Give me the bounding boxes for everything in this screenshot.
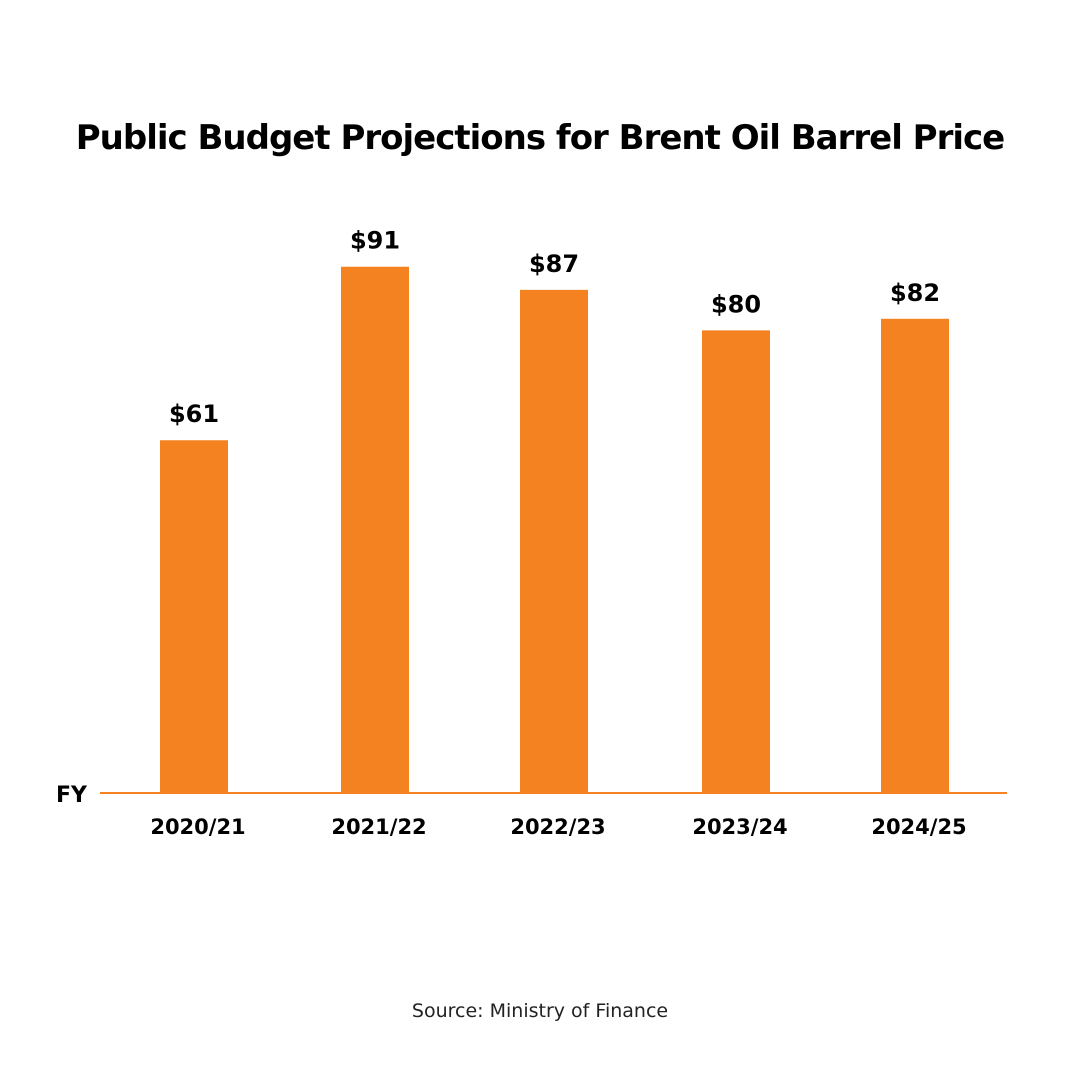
bar-2023-24 [702, 330, 770, 793]
x-axis-label: FY [56, 783, 88, 808]
x-tick-label-2021-22: 2021/22 [331, 815, 426, 839]
x-tick-labels-layer: 2020/21 2021/22 2022/23 2023/24 2024/25 [150, 815, 966, 839]
bar-2020-21 [160, 440, 228, 793]
data-label-2022-23: $87 [529, 250, 579, 278]
data-label-2023-24: $80 [711, 290, 761, 318]
x-tick-label-2023-24: 2023/24 [692, 815, 787, 839]
bar-2024-25 [881, 318, 949, 793]
x-tick-label-2024-25: 2024/25 [871, 815, 966, 839]
source-note: Source: Ministry of Finance [411, 1000, 669, 1022]
bar-2022-23 [520, 289, 588, 793]
data-label-2021-22: $91 [350, 227, 400, 255]
x-tick-label-2020-21: 2020/21 [150, 815, 245, 839]
bar-2021-22 [341, 266, 409, 794]
chart-title: Public Budget Projections for Brent Oil … [75, 118, 1006, 158]
data-label-2024-25: $82 [890, 279, 940, 307]
x-tick-label-2022-23: 2022/23 [510, 815, 605, 839]
data-labels-layer: $61 $91 $87 $80 $82 [169, 227, 940, 428]
bars-layer [160, 266, 949, 794]
data-label-2020-21: $61 [169, 400, 219, 428]
